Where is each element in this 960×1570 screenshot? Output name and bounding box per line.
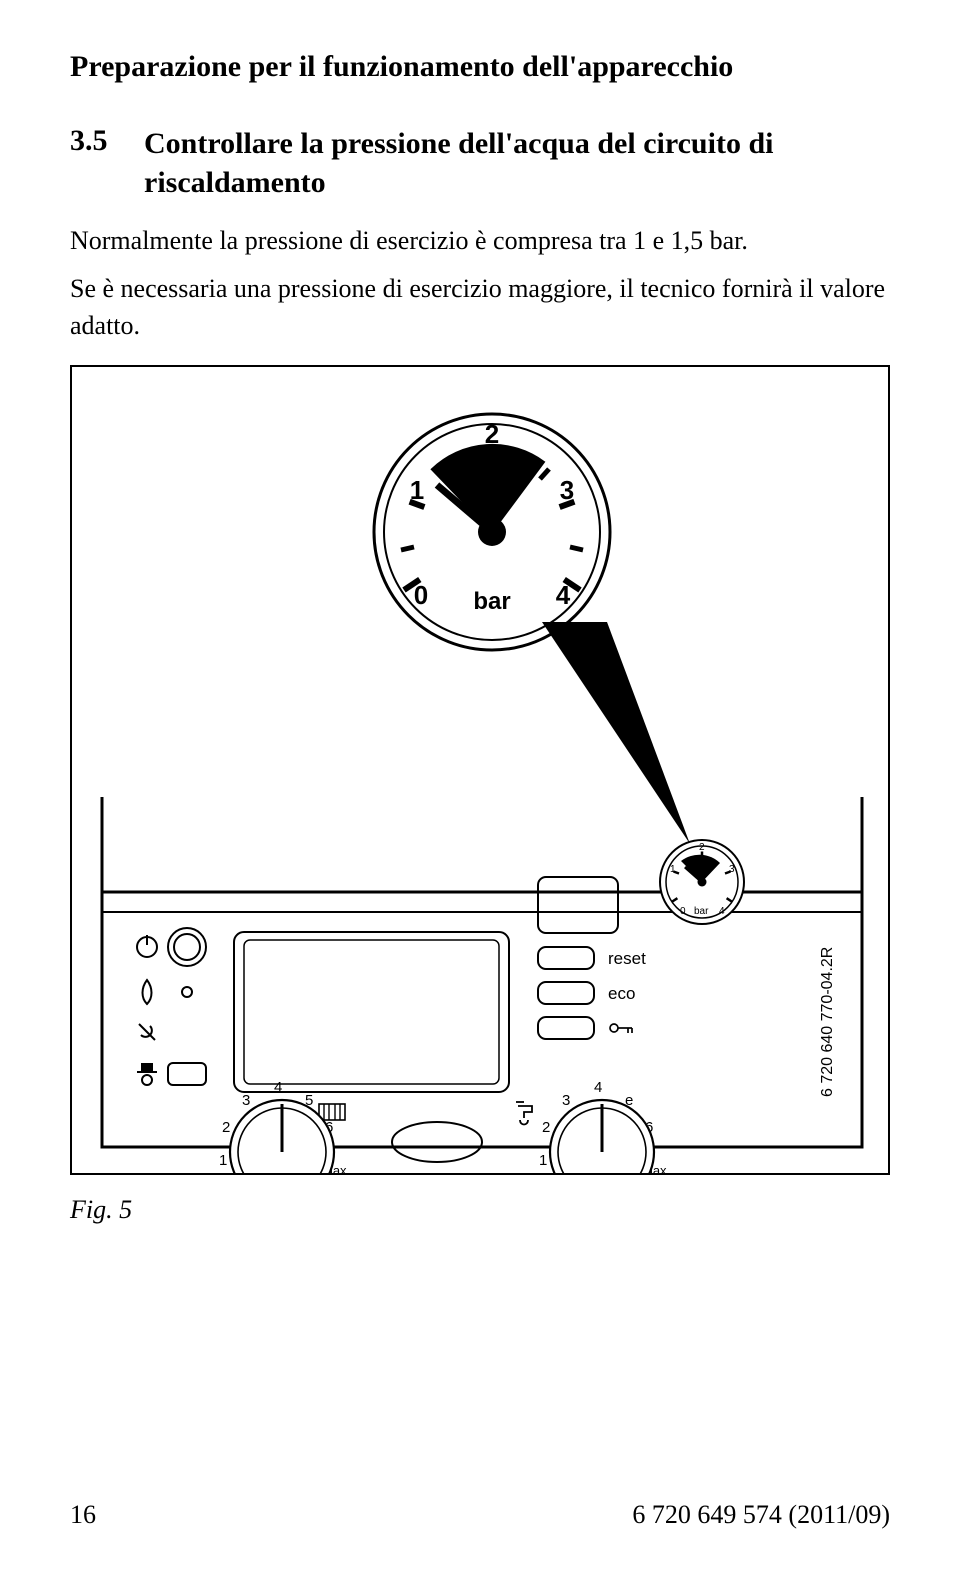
small-display: [538, 877, 618, 933]
section-title: Controllare la pressione dell'acqua del …: [144, 124, 864, 202]
service-button[interactable]: [168, 1063, 206, 1085]
body-paragraph-1: Normalmente la pressione di esercizio è …: [70, 222, 890, 260]
svg-text:reset: reset: [608, 949, 646, 968]
figure-caption: Fig. 5: [70, 1195, 890, 1225]
svg-text:3: 3: [242, 1092, 250, 1109]
gauge-label-3: 3: [560, 475, 574, 505]
svg-text:1: 1: [539, 1152, 547, 1169]
cover-plate: [392, 1122, 482, 1162]
svg-text:4: 4: [594, 1079, 602, 1096]
svg-text:2: 2: [222, 1119, 230, 1136]
heating-knob[interactable]: 1 2 3 4 5 6 max: [203, 1079, 347, 1175]
svg-text:3: 3: [729, 864, 735, 875]
svg-text:4: 4: [274, 1079, 282, 1096]
reset-button[interactable]: reset: [538, 947, 646, 969]
gauge-label-4: 4: [556, 580, 571, 610]
svg-text:1: 1: [670, 864, 676, 875]
doc-number: 6 720 649 574 (2011/09): [632, 1500, 890, 1530]
gauge-label-1: 1: [410, 475, 424, 505]
flame-led: [182, 987, 192, 997]
svg-text:min: min: [530, 1173, 551, 1175]
gauge-unit: bar: [473, 588, 510, 615]
control-panel: reset eco: [72, 797, 890, 1175]
power-button[interactable]: [168, 928, 206, 966]
pressure-gauge-small: 0 1 2 3 4 bar: [660, 840, 744, 924]
body-paragraph-2: Se è necessaria una pressione di eserciz…: [70, 270, 890, 345]
gauge-label-2: 2: [485, 419, 499, 449]
icon-column: [137, 928, 206, 1085]
svg-text:3: 3: [562, 1092, 570, 1109]
gauge-label-0: 0: [414, 580, 428, 610]
tap-knob[interactable]: 1 2 3 4 e 6 min max: [516, 1079, 667, 1175]
eco-button[interactable]: eco: [538, 982, 635, 1004]
svg-text:eco: eco: [608, 984, 635, 1003]
page-header: Preparazione per il funzionamento dell'a…: [70, 50, 890, 84]
section-heading: 3.5 Controllare la pressione dell'acqua …: [70, 124, 890, 202]
svg-text:bar: bar: [694, 906, 709, 917]
key-button[interactable]: [538, 1017, 632, 1039]
svg-text:2: 2: [542, 1119, 550, 1136]
figure-box: 0 1 2 3 4 bar: [70, 365, 890, 1175]
svg-text:1: 1: [219, 1152, 227, 1169]
svg-text:0: 0: [680, 906, 686, 917]
page-number: 16: [70, 1500, 96, 1530]
svg-text:2: 2: [699, 842, 705, 853]
svg-text:4: 4: [719, 906, 725, 917]
section-number: 3.5: [70, 124, 140, 158]
display-screen: [234, 932, 509, 1092]
figure-ref-code: 6 720 640 770-04.2R: [819, 947, 836, 1097]
